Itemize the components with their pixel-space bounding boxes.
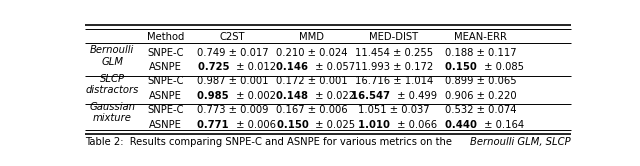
Text: Bernoulli
GLM: Bernoulli GLM [90, 45, 134, 67]
Text: SNPE-C: SNPE-C [147, 47, 184, 57]
Text: 0.773 ± 0.009: 0.773 ± 0.009 [196, 105, 268, 115]
Text: 0.532 ± 0.074: 0.532 ± 0.074 [445, 105, 516, 115]
Text: 0.771: 0.771 [197, 120, 232, 130]
Text: ASNPE: ASNPE [149, 91, 182, 101]
Text: 0.148: 0.148 [276, 91, 312, 101]
Text: ± 0.002: ± 0.002 [232, 91, 275, 101]
Text: ± 0.057: ± 0.057 [312, 62, 355, 72]
Text: MEAN-ERR: MEAN-ERR [454, 32, 507, 42]
Text: ± 0.085: ± 0.085 [481, 62, 524, 72]
Text: 0.985: 0.985 [197, 91, 232, 101]
Text: SNPE-C: SNPE-C [147, 76, 184, 86]
Text: 0.440: 0.440 [445, 120, 481, 130]
Text: MMD: MMD [300, 32, 324, 42]
Text: ± 0.499: ± 0.499 [394, 91, 437, 101]
Text: 0.150: 0.150 [276, 120, 312, 130]
Text: 1.051 ± 0.037: 1.051 ± 0.037 [358, 105, 429, 115]
Text: 0.899 ± 0.065: 0.899 ± 0.065 [445, 76, 516, 86]
Text: 0.987 ± 0.001: 0.987 ± 0.001 [196, 76, 268, 86]
Text: Method: Method [147, 32, 184, 42]
Text: 0.167 ± 0.006: 0.167 ± 0.006 [276, 105, 348, 115]
Text: 16.547: 16.547 [351, 91, 394, 101]
Text: 0.150: 0.150 [445, 62, 481, 72]
Text: 0.188 ± 0.117: 0.188 ± 0.117 [445, 47, 516, 57]
Text: ASNPE: ASNPE [149, 62, 182, 72]
Text: 0.172 ± 0.001: 0.172 ± 0.001 [276, 76, 348, 86]
Text: Table 2:  Results comparing SNPE-C and ASNPE for various metrics on the: Table 2: Results comparing SNPE-C and AS… [85, 137, 455, 147]
Text: 0.725: 0.725 [198, 62, 232, 72]
Text: ± 0.164: ± 0.164 [481, 120, 524, 130]
Text: MED-DIST: MED-DIST [369, 32, 419, 42]
Text: SLCP
distractors: SLCP distractors [86, 74, 139, 95]
Text: 0.210 ± 0.024: 0.210 ± 0.024 [276, 47, 348, 57]
Text: 0.146: 0.146 [276, 62, 312, 72]
Text: Bernoulli GLM, SLCP: Bernoulli GLM, SLCP [470, 137, 570, 147]
Text: 11.993 ± 0.172: 11.993 ± 0.172 [355, 62, 433, 72]
Text: SNPE-C: SNPE-C [147, 105, 184, 115]
Text: 1.010: 1.010 [358, 120, 394, 130]
Text: C2ST: C2ST [220, 32, 245, 42]
Text: ± 0.066: ± 0.066 [394, 120, 437, 130]
Text: ± 0.025: ± 0.025 [312, 120, 355, 130]
Text: ASNPE: ASNPE [149, 120, 182, 130]
Text: 11.454 ± 0.255: 11.454 ± 0.255 [355, 47, 433, 57]
Text: Gaussian
mixture: Gaussian mixture [89, 102, 135, 123]
Text: ± 0.012: ± 0.012 [232, 62, 276, 72]
Text: 0.749 ± 0.017: 0.749 ± 0.017 [196, 47, 268, 57]
Text: ± 0.022: ± 0.022 [312, 91, 355, 101]
Text: 16.716 ± 1.014: 16.716 ± 1.014 [355, 76, 433, 86]
Text: 0.906 ± 0.220: 0.906 ± 0.220 [445, 91, 516, 101]
Text: ± 0.006: ± 0.006 [232, 120, 275, 130]
